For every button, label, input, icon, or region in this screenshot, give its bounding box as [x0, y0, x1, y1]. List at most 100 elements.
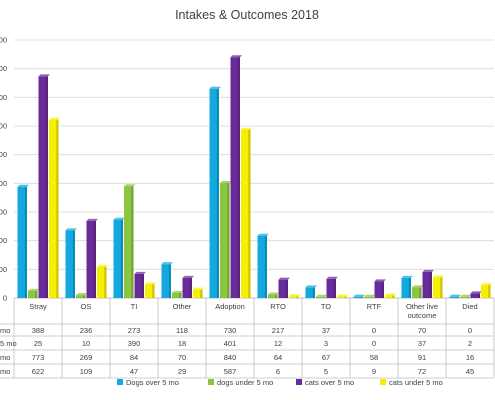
data-label: 67 [322, 353, 330, 362]
bar [422, 269, 434, 298]
y-tick-label: 100 [0, 265, 7, 274]
x-category-label: TI [131, 302, 138, 311]
bar-face [182, 277, 192, 298]
bar-top [481, 283, 493, 286]
data-label: 18 [178, 339, 186, 348]
x-category-label: Stray [29, 302, 47, 311]
bar-face [433, 277, 443, 298]
bar-face [289, 296, 299, 298]
bar-face [326, 278, 336, 298]
bar-top [220, 181, 232, 184]
x-category-label: Other [173, 302, 192, 311]
bar [433, 275, 445, 298]
bar-shade [189, 277, 192, 298]
bar-top [326, 276, 338, 279]
x-category-label: RTO [270, 302, 286, 311]
bar [449, 294, 461, 298]
y-tick-label: 500 [0, 150, 7, 159]
data-label: 12 [274, 339, 282, 348]
data-label: 390 [128, 339, 141, 348]
y-axis-ticks: 0 100 200 300 400 500 600 700 800 900 [0, 36, 7, 303]
y-tick-label: 0 [3, 294, 7, 303]
bar-face [220, 183, 230, 298]
bar [193, 287, 205, 298]
data-label: 70 [418, 326, 426, 335]
bar [481, 283, 493, 298]
bar [124, 184, 136, 298]
bar [257, 233, 269, 298]
bar-shade [200, 289, 203, 298]
table-row-label: 5 mo [0, 339, 17, 348]
data-label: 388 [32, 326, 45, 335]
bar-top [460, 294, 472, 297]
bar [113, 217, 125, 298]
legend-item: Dogs over 5 mo [117, 378, 179, 387]
bar-shade [104, 266, 107, 298]
bar-face [422, 271, 432, 298]
bar-face [124, 186, 134, 298]
legend-item: cats under 5 mo [380, 378, 443, 387]
data-label: 16 [466, 353, 474, 362]
bar-shade [45, 76, 48, 298]
bar [220, 181, 232, 298]
bar-top [374, 279, 386, 282]
bar-shade [72, 230, 75, 298]
bar-shade [93, 220, 96, 298]
bar-top [385, 293, 397, 296]
legend-label: Dogs over 5 mo [126, 378, 179, 387]
bar [17, 184, 29, 298]
bar-top [124, 184, 136, 187]
bar-top [305, 285, 317, 288]
legend-item: cats over 5 mo [296, 378, 354, 387]
bar-top [449, 294, 461, 297]
bar-shade [312, 287, 315, 298]
bar-shade [408, 277, 411, 298]
bar-shade [285, 279, 288, 298]
bar [412, 285, 424, 298]
data-label: 70 [178, 353, 186, 362]
y-tick-label: 900 [0, 36, 7, 45]
data-label: 47 [130, 367, 138, 376]
bar-face [209, 88, 219, 298]
data-label: 72 [418, 367, 426, 376]
bar-top [28, 288, 40, 291]
x-category-label: outcome [408, 311, 437, 320]
bar-shade [467, 296, 470, 298]
data-label: 3 [324, 339, 328, 348]
bar-shade [381, 281, 384, 298]
bars [17, 55, 493, 299]
legend-swatch [380, 379, 386, 385]
data-label: 58 [370, 353, 378, 362]
bar [353, 294, 365, 298]
bar-top [97, 264, 109, 267]
bar [470, 291, 482, 298]
table-row-label: mo [0, 353, 10, 362]
bar-shade [56, 119, 59, 299]
bar [172, 290, 184, 298]
legend-item: dogs under 5 mo [208, 378, 273, 387]
bar [145, 282, 157, 298]
bar-face [193, 289, 203, 298]
bar-top [182, 275, 194, 278]
x-category-label: OS [81, 302, 92, 311]
bar-shade [179, 292, 182, 298]
bar-top [17, 184, 29, 187]
bar-top [113, 217, 125, 220]
data-label: 401 [224, 339, 237, 348]
data-label: 730 [224, 326, 237, 335]
bar [289, 294, 301, 298]
bar [49, 117, 61, 299]
bar-top [209, 86, 221, 89]
data-label: 840 [224, 353, 237, 362]
bar-face [161, 264, 171, 298]
bar-shade [488, 285, 491, 298]
bar-shade [429, 271, 432, 298]
y-tick-label: 300 [0, 208, 7, 217]
bar-shade [296, 296, 299, 298]
bar-top [134, 271, 146, 274]
bar-face [316, 296, 326, 298]
bar-shade [371, 296, 374, 298]
bar-top [49, 117, 61, 120]
legend-swatch [296, 379, 302, 385]
data-label: 45 [466, 367, 474, 376]
